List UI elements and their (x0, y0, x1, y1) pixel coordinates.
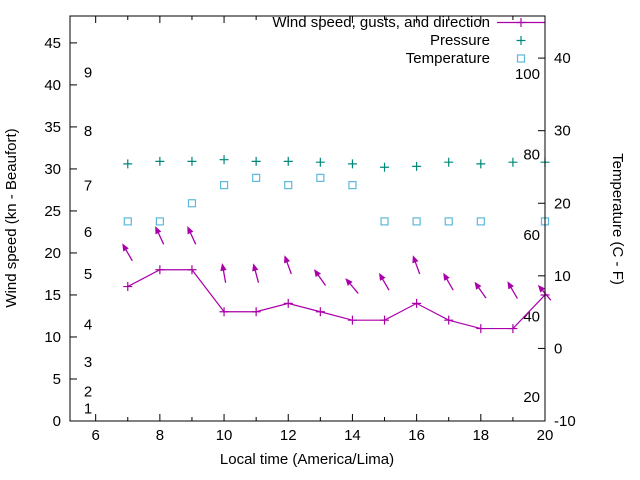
svg-text:2: 2 (84, 384, 92, 401)
wind-speed-series (123, 265, 550, 334)
svg-text:6: 6 (92, 427, 100, 444)
svg-text:0: 0 (554, 340, 562, 357)
legend-label-wind: Wind speed, gusts, and direction (272, 14, 490, 31)
svg-text:20: 20 (523, 389, 540, 406)
svg-text:20: 20 (537, 427, 554, 444)
svg-text:100: 100 (515, 66, 540, 83)
svg-text:9: 9 (84, 64, 92, 81)
svg-text:0: 0 (53, 413, 61, 430)
svg-text:8: 8 (156, 427, 164, 444)
svg-text:15: 15 (44, 287, 61, 304)
svg-text:8: 8 (84, 123, 92, 140)
svg-text:5: 5 (53, 371, 61, 388)
right-axis-title: Temperature (C - F) (609, 153, 626, 285)
temperature-series (123, 173, 550, 226)
legend-samples (497, 18, 545, 63)
svg-text:7: 7 (84, 178, 92, 195)
plot-border (69, 15, 546, 422)
plot-layer: 6 8 10 12 14 16 18 20051015202530354045-1001020… (44, 15, 576, 444)
svg-text:40: 40 (554, 50, 571, 67)
svg-text:20: 20 (554, 195, 571, 212)
svg-text:30: 30 (44, 161, 61, 178)
legend-label-pressure: Pressure (430, 32, 490, 49)
svg-text:25: 25 (44, 203, 61, 220)
svg-text:30: 30 (554, 123, 571, 140)
axes (70, 16, 546, 422)
x-axis-title: Local time (America/Lima) (220, 451, 394, 468)
svg-text:35: 35 (44, 119, 61, 136)
svg-text:14: 14 (344, 427, 361, 444)
svg-text:10: 10 (554, 268, 571, 285)
svg-text:1: 1 (84, 400, 92, 417)
svg-text:4: 4 (84, 316, 92, 333)
svg-text:40: 40 (44, 77, 61, 94)
pressure-series (123, 155, 550, 172)
svg-text:18: 18 (472, 427, 489, 444)
svg-text:3: 3 (84, 354, 92, 371)
svg-text:6: 6 (84, 224, 92, 241)
svg-text:16: 16 (408, 427, 425, 444)
svg-text:-10: -10 (554, 413, 576, 430)
svg-text:80: 80 (523, 147, 540, 164)
svg-text:40: 40 (523, 308, 540, 325)
svg-text:60: 60 (523, 227, 540, 244)
svg-text:10: 10 (44, 329, 61, 346)
left-axis-title: Wind speed (kn - Beaufort) (3, 128, 20, 307)
svg-text:45: 45 (44, 35, 61, 52)
svg-text:12: 12 (280, 427, 297, 444)
svg-text:20: 20 (44, 245, 61, 262)
wind-direction-arrows (122, 226, 552, 301)
svg-text:5: 5 (84, 266, 92, 283)
axis-tick-labels: 6 8 10 12 14 16 18 20051015202530354045-1001020… (44, 35, 575, 444)
legend-label-temperature: Temperature (406, 50, 490, 67)
svg-text:10: 10 (216, 427, 233, 444)
